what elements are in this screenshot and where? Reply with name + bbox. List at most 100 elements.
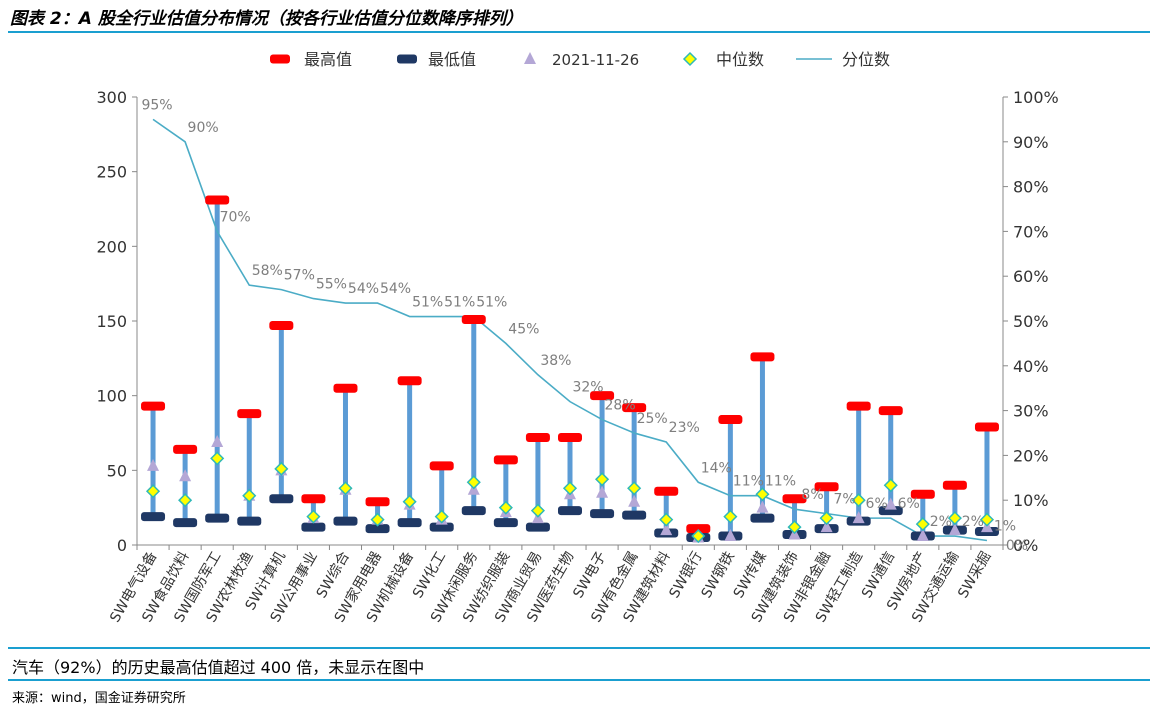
legend-min-swatch: [397, 54, 417, 64]
median-marker: [787, 520, 802, 535]
right-tick-label: 50%: [1013, 312, 1049, 331]
left-tick-label: 150: [96, 312, 127, 331]
min-marker: [173, 518, 198, 528]
max-marker: [141, 401, 166, 411]
legend-median-swatch: [682, 51, 698, 67]
min-marker: [141, 512, 166, 522]
median-marker: [178, 493, 193, 508]
current-marker: [660, 523, 673, 536]
median-marker: [306, 509, 321, 524]
percentile-label: 7%: [833, 492, 855, 508]
median-marker: [947, 511, 962, 526]
percentile-label: 23%: [669, 420, 700, 436]
max-marker: [205, 195, 230, 205]
max-marker: [942, 480, 967, 490]
left-tick-label: 300: [96, 88, 127, 107]
max-marker: [974, 422, 999, 432]
min-marker: [558, 506, 582, 516]
max-marker: [846, 401, 871, 411]
median-marker: [659, 512, 674, 527]
max-marker: [525, 432, 550, 442]
min-marker: [622, 510, 647, 520]
current-marker: [211, 434, 224, 447]
max-marker: [173, 444, 198, 454]
max-marker: [493, 455, 518, 465]
left-tick-label: 50: [107, 461, 127, 480]
percentile-label: 51%: [444, 295, 475, 311]
percentile-label: 2%: [962, 514, 984, 530]
max-marker: [301, 494, 326, 504]
median-marker: [755, 487, 770, 502]
median-marker: [723, 509, 738, 524]
right-tick-label: 0%: [1013, 536, 1038, 555]
left-tick-label: 200: [96, 237, 127, 256]
percentile-label: 8%: [801, 487, 823, 503]
min-marker: [878, 506, 903, 516]
left-tick-label: 0: [117, 536, 127, 555]
current-marker: [948, 523, 961, 536]
percentile-label: 32%: [572, 380, 603, 396]
legend-percentile-label: 分位数: [842, 50, 890, 69]
source-text: 来源：wind，国金证券研究所: [12, 691, 186, 706]
max-marker: [365, 497, 390, 507]
median-marker: [242, 488, 257, 503]
percentile-label: 58%: [252, 263, 283, 279]
min-marker: [333, 516, 358, 526]
max-marker: [269, 320, 294, 330]
current-marker: [628, 494, 641, 507]
percentile-label: 95%: [141, 97, 172, 113]
legend-max-swatch: [270, 54, 290, 64]
percentile-line: [152, 118, 988, 542]
max-marker: [750, 352, 775, 362]
left-tick-label: 100: [96, 387, 127, 406]
percentile-label: 51%: [476, 295, 507, 311]
max-marker: [878, 406, 903, 416]
note-rule-bottom: [8, 679, 1150, 681]
percentile-label: 6%: [866, 496, 888, 512]
max-marker: [782, 494, 807, 504]
min-marker: [397, 518, 422, 528]
max-marker: [718, 415, 743, 425]
percentile-label: 14%: [701, 460, 732, 476]
min-marker: [269, 494, 294, 504]
current-marker: [852, 511, 865, 524]
min-marker: [750, 513, 775, 523]
median-marker: [562, 481, 578, 496]
max-marker: [910, 489, 935, 499]
percentile-label: 51%: [412, 295, 443, 311]
current-marker: [724, 529, 737, 542]
percentile-label: 11%: [733, 474, 764, 490]
median-marker: [851, 493, 866, 508]
current-marker: [596, 485, 609, 498]
current-marker: [916, 529, 929, 542]
median-marker: [274, 461, 289, 476]
median-marker: [370, 512, 385, 527]
right-tick-label: 80%: [1013, 178, 1049, 197]
percentile-label: 38%: [540, 353, 571, 369]
percentile-label: 55%: [316, 277, 347, 293]
chart-marks: 95%90%70%58% 57%55% 54% 54%51% 51% 51%45%38%3…: [141, 97, 1028, 554]
median-marker: [466, 475, 481, 490]
percentile-label: 28%: [605, 398, 636, 414]
right-tick-label: 20%: [1013, 446, 1049, 465]
current-marker: [820, 520, 833, 533]
min-marker: [301, 522, 326, 532]
min-marker: [590, 509, 615, 519]
median-marker: [210, 451, 225, 466]
min-marker: [461, 506, 486, 516]
current-marker: [884, 497, 897, 510]
percentile-label: 11%: [765, 474, 796, 490]
percentile-label: 45%: [508, 321, 539, 337]
chart-title: 图表 2：A 股全行业估值分布情况（按各行业估值分位数降序排列）: [10, 9, 523, 29]
min-marker: [493, 518, 518, 528]
min-marker: [237, 516, 262, 526]
median-marker: [530, 503, 545, 518]
chart-note: 汽车（92%）的历史最高估值超过 400 倍，未显示在图中: [12, 658, 425, 677]
median-marker: [883, 478, 898, 493]
percentile-label: 2%: [930, 514, 952, 530]
right-tick-label: 60%: [1013, 267, 1049, 286]
legend-median-label: 中位数: [716, 50, 764, 69]
right-tick-label: 30%: [1013, 402, 1049, 421]
percentile-label: 1%: [994, 519, 1016, 535]
